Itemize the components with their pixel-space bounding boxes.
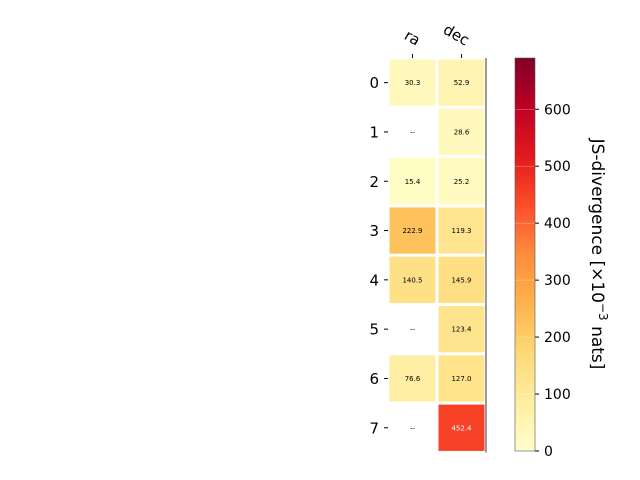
cell-value-3-dec: 119.3 xyxy=(451,227,471,235)
cell-value-0-ra: 30.3 xyxy=(405,79,421,87)
cell-value-6-dec: 127.0 xyxy=(451,375,471,383)
row-label-0: 0 xyxy=(369,74,379,92)
row-label-3: 3 xyxy=(369,222,379,240)
cell-value-6-ra: 76.6 xyxy=(405,375,421,383)
colorbar-tick-label-100: 100 xyxy=(544,387,571,403)
heat-cell-1-dec xyxy=(438,108,485,156)
heat-cell-6-ra xyxy=(389,355,436,402)
heat-cell-2-ra xyxy=(389,158,436,205)
cell-value-1-ra: -- xyxy=(410,128,416,136)
row-label-2: 2 xyxy=(369,173,379,191)
heat-cell-0-ra xyxy=(389,59,436,106)
colorbar-tick-label-0: 0 xyxy=(544,444,553,460)
colorbar-gradient xyxy=(515,58,535,451)
colorbar-tick-label-200: 200 xyxy=(544,330,571,346)
colorbar-tick-label-400: 400 xyxy=(544,216,571,232)
cell-value-7-ra: -- xyxy=(410,424,416,432)
cell-value-7-dec: 452.4 xyxy=(451,424,472,432)
cell-value-4-ra: 140.5 xyxy=(402,276,422,284)
colorbar-title-exponent: −3 xyxy=(596,303,610,321)
colorbar-title-unit: nats] xyxy=(587,321,607,370)
row-label-7: 7 xyxy=(369,419,379,437)
heat-cell-5-dec xyxy=(438,306,485,353)
colorbar-title-main: JS-divergence [×10 xyxy=(587,138,607,303)
row-label-5: 5 xyxy=(369,321,379,339)
cell-value-2-dec: 25.2 xyxy=(454,178,470,186)
heat-cell-7-dec xyxy=(438,404,485,451)
cell-value-3-ra: 222.9 xyxy=(402,227,422,235)
heat-cell-0-dec xyxy=(438,59,485,106)
cell-value-5-ra: -- xyxy=(410,326,416,334)
cell-value-1-dec: 28.6 xyxy=(454,128,470,136)
row-label-6: 6 xyxy=(369,370,379,388)
colorbar-tick-label-600: 600 xyxy=(544,102,571,118)
colorbar: 0 100 200 300 400 500 600 JS-divergence [×10−3 … xyxy=(514,57,610,460)
heat-cell-2-dec xyxy=(438,158,485,205)
colorbar-title: JS-divergence [×10−3 nats] xyxy=(587,138,610,370)
heat-cell-4-ra xyxy=(389,256,436,303)
heat-cell-3-dec xyxy=(438,207,485,254)
heat-cell-4-dec xyxy=(438,256,485,303)
colorbar-outline xyxy=(514,57,536,452)
cell-value-4-dec: 145.9 xyxy=(451,276,471,284)
heatmap-cells: 30.3 52.9 -- 28.6 15.4 25.2 222.9 119.3 140.5 145… xyxy=(389,59,485,451)
colorbar-tick-label-500: 500 xyxy=(544,159,571,175)
row-label-1: 1 xyxy=(369,123,379,141)
row-label-4: 4 xyxy=(369,271,379,289)
col-label-ra: ra xyxy=(401,26,423,49)
cell-value-2-ra: 15.4 xyxy=(405,178,421,186)
colorbar-tick-label-300: 300 xyxy=(544,273,571,289)
heat-cell-6-dec xyxy=(438,355,485,402)
cell-value-5-dec: 123.4 xyxy=(451,326,472,334)
cell-value-0-dec: 52.9 xyxy=(454,79,470,87)
heat-cell-3-ra xyxy=(389,207,436,254)
col-label-dec: dec xyxy=(440,20,472,49)
